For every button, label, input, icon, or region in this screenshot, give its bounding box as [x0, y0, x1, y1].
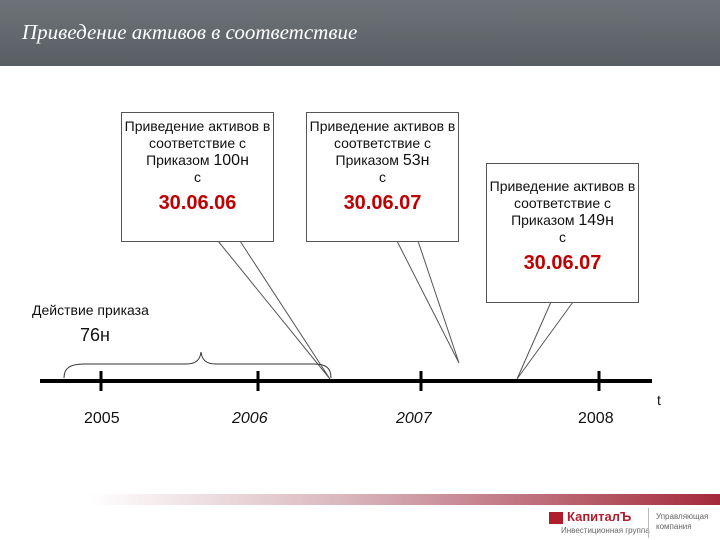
- company-type: Управляющая компания: [656, 512, 709, 531]
- callout-2-text: Приведение активов в соответствие с Прик…: [309, 118, 456, 168]
- callout-1-text: Приведение активов в соответствие с Прик…: [124, 118, 271, 168]
- callout-order-100n: Приведение активов в соответствие с Прик…: [121, 112, 274, 242]
- callout-2-order-number: 53н: [402, 152, 430, 169]
- footer-divider: [648, 508, 649, 538]
- callout-1-pointer: [217, 240, 331, 380]
- callout-3-text: Приведение активов в соответствие с Прик…: [489, 178, 636, 228]
- year-label-2007: 2007: [396, 410, 432, 427]
- action-order: 76н: [80, 325, 110, 345]
- year-label-2005: 2005: [84, 410, 120, 427]
- header-bar: Приведение активов в соответствие: [0, 0, 720, 66]
- callout-3-suffix: с: [559, 229, 566, 245]
- callout-1-order-number: 100н: [213, 152, 249, 169]
- callout-3-date: 30.06.07: [523, 252, 602, 274]
- callout-order-53n: Приведение активов в соответствие с Прик…: [306, 112, 459, 242]
- callout-1-date: 30.06.06: [158, 192, 237, 214]
- action-period-brace: [63, 351, 332, 379]
- axis-label-t: t: [657, 392, 661, 408]
- brand-mark-icon: [549, 512, 563, 524]
- callout-2-suffix: с: [379, 169, 386, 185]
- year-label-2006: 2006: [232, 410, 268, 427]
- callout-2-date: 30.06.07: [343, 192, 422, 214]
- page-title: Приведение активов в соответствие: [22, 20, 358, 44]
- callout-1-suffix: с: [194, 169, 201, 185]
- callout-3-pointer: [516, 301, 574, 380]
- brand-name: КапиталЪ: [567, 509, 632, 524]
- year-label-2008: 2008: [578, 410, 614, 427]
- callout-3-order-number: 149н: [578, 212, 614, 229]
- callout-order-149n: Приведение активов в соответствие с Прик…: [486, 163, 639, 303]
- brand-subtitle: Инвестиционная группа: [561, 526, 650, 535]
- footer-gradient-bar: [88, 494, 720, 505]
- action-label: Действие приказа: [32, 302, 149, 318]
- callout-2-pointer: [396, 240, 460, 364]
